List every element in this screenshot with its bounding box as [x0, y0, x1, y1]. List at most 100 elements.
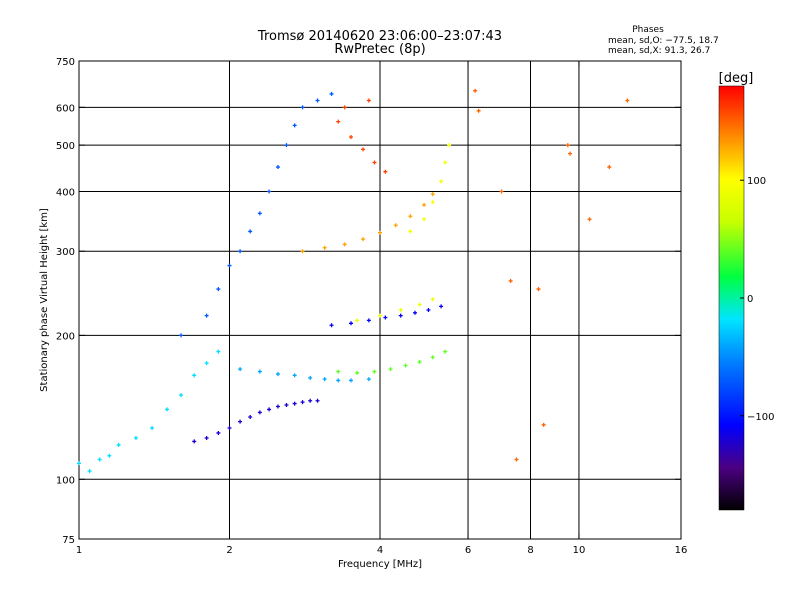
echo-point — [473, 88, 478, 93]
echo-point — [426, 308, 431, 313]
echo-point — [447, 143, 452, 148]
echo-point — [267, 189, 272, 194]
echo-point — [607, 165, 612, 170]
colorbar-ticks: 100 0 −100 — [740, 176, 774, 423]
echo-point — [430, 200, 435, 205]
echo-point — [342, 105, 347, 110]
echo-point — [336, 119, 341, 124]
echo-point — [204, 313, 209, 318]
y-tick-label: 300 — [56, 247, 75, 258]
echo-point — [116, 442, 121, 447]
echo-point — [336, 378, 341, 383]
echo-point — [422, 202, 427, 207]
x-axis-label: Frequency [MHz] — [338, 559, 422, 570]
echo-point — [565, 143, 570, 148]
x-tick-label: 16 — [675, 545, 688, 556]
echo-point — [275, 372, 280, 377]
echo-point — [383, 169, 388, 174]
echo-point — [625, 98, 630, 103]
echo-point — [97, 457, 102, 462]
echo-point — [587, 217, 592, 222]
y-tick-label: 750 — [56, 57, 75, 68]
echo-point — [383, 315, 388, 320]
echo-point — [150, 426, 155, 431]
echo-point — [336, 369, 341, 374]
echo-point — [238, 419, 243, 424]
echo-point — [322, 245, 327, 250]
x-tick-label: 6 — [465, 545, 471, 556]
echo-point — [257, 211, 262, 216]
echo-point — [403, 363, 408, 368]
echo-point — [398, 313, 403, 318]
echo-points — [77, 88, 630, 474]
echo-point — [422, 217, 427, 222]
echo-point — [514, 457, 519, 462]
echo-point — [216, 430, 221, 435]
echo-point — [393, 223, 398, 228]
echo-point — [204, 435, 209, 440]
y-axis-ticks: 75 100 200 300 400 500 600 750 — [56, 57, 681, 546]
echo-point — [430, 355, 435, 360]
x-tick-label: 4 — [377, 545, 383, 556]
y-tick-label: 100 — [56, 475, 75, 486]
y-tick-label: 600 — [56, 103, 75, 114]
echo-point — [315, 98, 320, 103]
echo-point — [499, 189, 504, 194]
echo-point — [372, 369, 377, 374]
echo-point — [257, 369, 262, 374]
echo-point — [308, 398, 313, 403]
echo-point — [443, 160, 448, 165]
echo-point — [308, 375, 313, 380]
echo-point — [361, 237, 366, 242]
chart-title: Tromsø 20140620 23:06:00–23:07:43 — [257, 29, 502, 44]
echo-point — [443, 349, 448, 354]
colorbar-tick-label: −100 — [747, 412, 774, 423]
echo-point — [292, 401, 297, 406]
x-axis-ticks: 1 2 4 6 8 10 16 — [76, 61, 688, 556]
echo-point — [107, 453, 112, 458]
echo-point — [292, 123, 297, 128]
echo-point — [216, 349, 221, 354]
echo-point — [413, 310, 418, 315]
y-axis-label: Stationary phase Virtual Height [km] — [39, 208, 50, 392]
echo-point — [257, 410, 262, 415]
echo-point — [508, 278, 513, 283]
echo-point — [179, 393, 184, 398]
echo-point — [322, 377, 327, 382]
echo-point — [248, 229, 253, 234]
echo-point — [300, 249, 305, 254]
echo-point — [216, 287, 221, 292]
echo-point — [378, 230, 382, 235]
echo-point — [439, 304, 444, 309]
echo-point — [165, 407, 170, 412]
echo-point — [476, 108, 481, 113]
echo-point — [227, 426, 232, 431]
chart-subtitle: RwPretec (8p) — [334, 42, 425, 57]
colorbar-tick-label: 100 — [747, 176, 766, 187]
echo-point — [87, 469, 92, 474]
echo-point — [398, 308, 403, 313]
echo-point — [192, 373, 197, 378]
echo-point — [275, 165, 280, 170]
echo-point — [315, 398, 320, 403]
stats-line-o: mean, sd,O: −77.5, 18.7 — [608, 36, 719, 46]
echo-point — [430, 192, 435, 197]
echo-point — [378, 313, 382, 318]
echo-point — [267, 407, 272, 412]
x-tick-label: 2 — [226, 545, 232, 556]
echo-point — [366, 318, 371, 323]
echo-point — [275, 404, 280, 409]
echo-point — [248, 414, 253, 419]
echo-point — [349, 378, 354, 383]
echo-point — [349, 321, 354, 326]
x-tick-label: 8 — [527, 545, 533, 556]
echo-point — [366, 98, 371, 103]
echo-point — [179, 333, 184, 338]
echo-point — [568, 151, 573, 156]
echo-point — [238, 249, 243, 254]
echo-point — [372, 160, 377, 165]
echo-point — [329, 323, 334, 328]
echo-point — [342, 242, 347, 247]
echo-point — [77, 461, 81, 466]
